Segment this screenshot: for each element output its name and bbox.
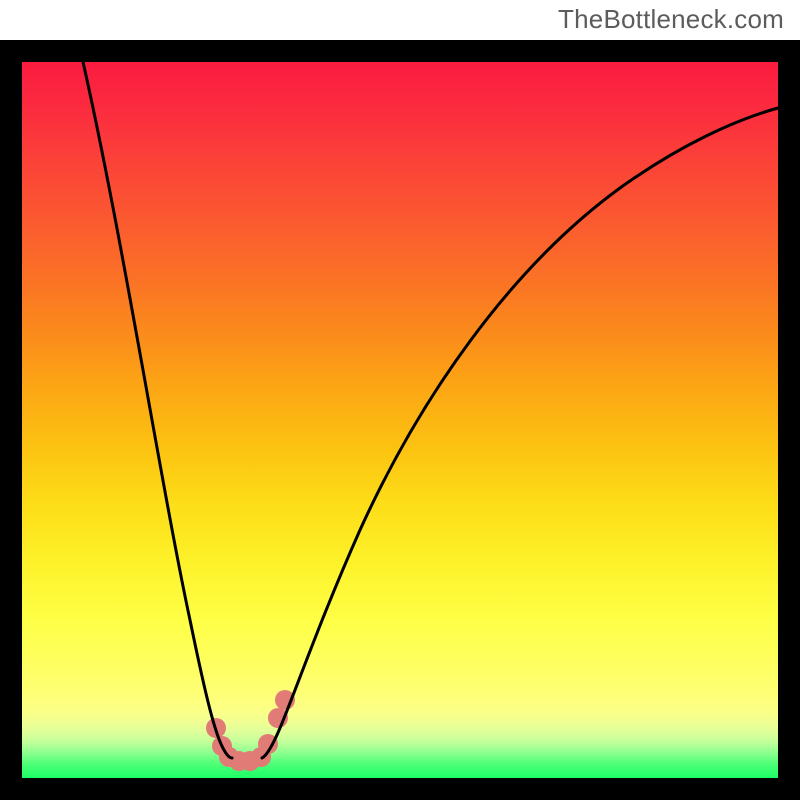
bottleneck-chart (0, 0, 800, 800)
chart-frame: TheBottleneck.com (0, 0, 800, 800)
plot-background (22, 62, 778, 778)
watermark-text: TheBottleneck.com (558, 4, 784, 35)
